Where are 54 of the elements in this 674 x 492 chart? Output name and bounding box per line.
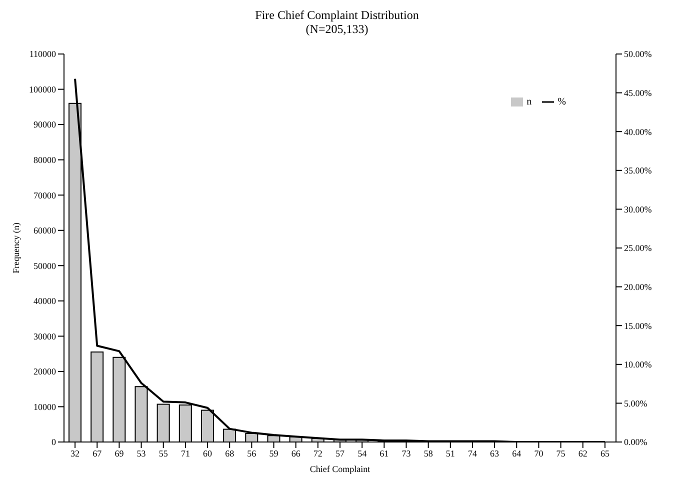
y2-tick-label: 50.00% xyxy=(624,49,652,60)
y2-tick-label: 35.00% xyxy=(624,166,652,176)
x-tick-label: 55 xyxy=(158,448,168,458)
legend-label: n xyxy=(526,96,532,108)
y-tick-label: 30000 xyxy=(34,331,56,342)
x-tick-label: 32 xyxy=(70,448,80,458)
x-axis-title: Chief Complaint xyxy=(310,464,371,474)
x-tick-label: 70 xyxy=(534,448,544,458)
y2-tick-label: 0.00% xyxy=(624,437,648,448)
x-tick-label: 53 xyxy=(136,448,146,458)
x-tick-label: 66 xyxy=(291,448,301,458)
y2-tick-label: 40.00% xyxy=(624,126,652,137)
y-tick-label: 40000 xyxy=(34,296,56,306)
x-tick-label: 69 xyxy=(114,448,124,458)
x-tick-label: 62 xyxy=(578,448,588,458)
y-tick-label: 50000 xyxy=(34,260,56,271)
x-tick-label: 67 xyxy=(92,448,102,458)
x-tick-label: 72 xyxy=(313,448,322,458)
y-tick-label: 60000 xyxy=(34,226,56,236)
y2-tick-label: 20.00% xyxy=(624,282,652,292)
y2-tick-label: 5.00% xyxy=(624,398,648,408)
y-tick-label: 80000 xyxy=(34,155,56,166)
legend-label: % xyxy=(558,96,566,108)
x-tick-label: 74 xyxy=(468,448,478,458)
y-tick-label: 110000 xyxy=(29,49,56,60)
x-tick-label: 65 xyxy=(600,448,610,458)
x-tick-label: 71 xyxy=(180,448,190,458)
y-tick-label: 0 xyxy=(52,437,56,448)
x-tick-label: 75 xyxy=(556,448,566,458)
y-tick-label: 100000 xyxy=(29,84,56,94)
x-tick-label: 54 xyxy=(358,448,368,458)
x-tick-label: 63 xyxy=(490,448,500,458)
y-tick-label: 10000 xyxy=(34,402,56,412)
x-tick-label: 73 xyxy=(402,448,412,458)
y-tick-label: 20000 xyxy=(34,366,56,377)
x-tick-label: 61 xyxy=(380,448,389,458)
x-tick-label: 68 xyxy=(225,448,235,458)
x-tick-label: 58 xyxy=(424,448,434,458)
y2-tick-label: 45.00% xyxy=(624,88,652,98)
x-tick-label: 60 xyxy=(203,448,213,458)
y2-tick-label: 30.00% xyxy=(624,204,652,214)
y-tick-label: 70000 xyxy=(34,190,56,200)
y-tick-label: 90000 xyxy=(34,120,56,130)
x-tick-label: 57 xyxy=(336,448,345,458)
x-tick-label: 51 xyxy=(446,448,455,458)
y-axis-title: Frequency (n) xyxy=(11,222,22,274)
y2-tick-label: 25.00% xyxy=(624,243,652,254)
y2-tick-label: 15.00% xyxy=(624,320,652,331)
chart-title: Fire Chief Complaint Distribution xyxy=(254,8,420,22)
chart-subtitle: (N=205,133) xyxy=(304,22,370,36)
x-tick-label: 59 xyxy=(269,448,279,458)
x-tick-label: 56 xyxy=(247,448,257,458)
x-tick-label: 64 xyxy=(512,448,522,458)
y2-tick-label: 10.00% xyxy=(624,360,652,370)
